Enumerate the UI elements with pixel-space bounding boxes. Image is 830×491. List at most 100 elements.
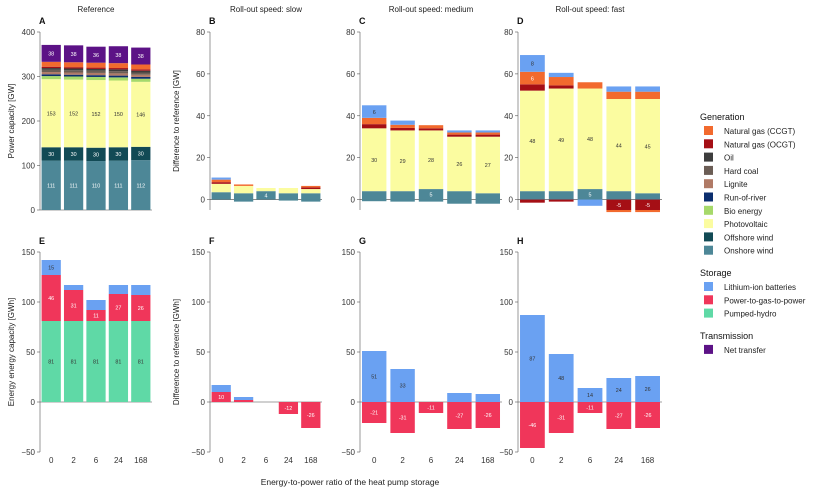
bar-G-3-power-to-gas-to-power [447, 402, 472, 429]
data-label-H-0: -46 [529, 423, 537, 429]
bar-D-4-natural-gas-ccgt- [635, 210, 660, 213]
bar-H-1-power-to-gas-to-power [548, 402, 574, 433]
x-tick-label-F: 6 [264, 456, 269, 465]
bar-C-1-onshore-wind [390, 199, 415, 202]
bar-A-0-run-of-river [41, 74, 61, 77]
y-axis-title-diff-row2: Difference to reference [GWh] [172, 299, 181, 405]
bar-E-1-pumped-hydro [63, 321, 84, 402]
y-tick-label-H: 150 [500, 248, 514, 257]
data-label-A-4: 146 [136, 113, 145, 119]
data-label-A-3: 111 [114, 184, 122, 190]
bar-A-2-offshore-wind [86, 147, 106, 162]
bar-A-4-onshore-wind [131, 160, 151, 210]
bar-E-0-lithium-ion-batteries [41, 260, 61, 275]
data-label-E-4: 26 [138, 306, 144, 312]
bar-A-1-hard-coal [63, 70, 84, 73]
y-tick-label-G: −50 [341, 448, 355, 457]
bar-E-1-power-to-gas-to-power [63, 290, 84, 321]
legend-label: Net transfer [724, 346, 766, 355]
column-title-4: Roll-out speed: fast [556, 5, 626, 14]
y-tick-label-G: 100 [342, 298, 356, 307]
bar-F-0-power-to-gas-to-power [211, 392, 231, 402]
bar-A-0-natural-gas-ocgt- [41, 66, 61, 69]
bar-D-2-photovoltaic [577, 88, 603, 190]
bar-E-3-lithium-ion-batteries [108, 285, 129, 294]
bar-D-1-photovoltaic [548, 88, 574, 192]
data-label-F-3: -12 [285, 406, 293, 412]
bar-A-3-net-transfer [108, 46, 129, 64]
y-tick-label-H: 50 [504, 348, 513, 357]
legend-swatch-oil [704, 152, 713, 162]
bar-A-4-net-transfer [131, 47, 151, 65]
bar-G-4-power-to-gas-to-power [475, 402, 501, 428]
panel-letter-C: C [359, 16, 366, 26]
bar-H-4-lithium-ion-batteries [635, 376, 660, 402]
bar-C-4-photovoltaic [475, 136, 501, 194]
bar-D-2-onshore-wind [577, 189, 603, 200]
bar-A-1-photovoltaic [63, 79, 84, 148]
bar-B-2-onshore-wind [256, 191, 276, 200]
bar-C-4-onshore-wind [475, 193, 501, 200]
bar-C-4-onshore-wind [475, 199, 501, 204]
column-title-2: Roll-out speed: slow [230, 5, 302, 14]
data-label-D-2: 48 [587, 137, 593, 143]
bar-E-2-lithium-ion-batteries [86, 300, 106, 310]
y-tick-label-F: 150 [192, 248, 206, 257]
x-axis-title: Energy-to-power ratio of the heat pump s… [261, 477, 440, 487]
data-label-E-0: 46 [48, 296, 54, 302]
y-tick-label-B: 0 [201, 196, 206, 205]
x-tick-label-E: 24 [114, 456, 123, 465]
legend-label: Natural gas (CCGT) [724, 127, 795, 136]
data-label-E-0: 15 [48, 266, 54, 272]
bar-D-3-photovoltaic [606, 99, 632, 192]
legend-label: Photovoltaic [724, 220, 768, 229]
y-tick-label-H: −50 [499, 448, 513, 457]
bar-D-0-onshore-wind [520, 191, 545, 200]
legend-label: Run-of-river [724, 194, 767, 203]
data-label-D-0: 8 [531, 62, 534, 68]
bar-A-3-hard-coal [108, 71, 129, 74]
data-label-E-0: 81 [48, 360, 54, 366]
data-label-G-0: 51 [371, 375, 377, 381]
y-tick-label-D: 0 [509, 196, 514, 205]
bar-A-4-lignite [131, 74, 151, 77]
x-tick-label-H: 2 [559, 456, 564, 465]
bar-F-1-power-to-gas-to-power [233, 400, 254, 402]
bar-C-1-photovoltaic [390, 130, 415, 192]
data-label-A-0: 111 [47, 184, 55, 190]
x-tick-label-H: 168 [641, 456, 655, 465]
data-label-D-1: 49 [558, 138, 564, 144]
legend-group-title: Storage [700, 268, 732, 278]
bar-A-3-natural-gas-ccgt- [108, 63, 129, 69]
data-label-H-1: -31 [557, 416, 565, 422]
bar-D-1-natural-gas-ocgt- [548, 85, 574, 89]
data-label-G-3: -27 [456, 414, 464, 420]
bar-B-1-natural-gas-ccgt- [233, 184, 254, 186]
bar-A-2-hard-coal [86, 70, 106, 73]
bar-A-2-onshore-wind [86, 161, 106, 210]
data-label-A-2: 152 [92, 112, 101, 118]
bar-C-1-lithium-ion-batteries [390, 120, 415, 125]
legend-label: Oil [724, 154, 734, 163]
x-tick-label-G: 24 [455, 456, 464, 465]
bar-A-3-bio-energy [108, 77, 129, 81]
bar-G-4-lithium-ion-batteries [475, 394, 501, 402]
data-label-D-2: 5 [589, 192, 592, 198]
data-label-E-3: 27 [115, 306, 121, 312]
data-label-D-4: -5 [645, 203, 650, 209]
bar-B-4-photovoltaic [301, 189, 321, 194]
bar-E-2-power-to-gas-to-power [86, 310, 106, 321]
y-tick-label-B: 80 [196, 28, 205, 37]
bar-B-2-photovoltaic [256, 188, 276, 192]
bar-D-3-lithium-ion-batteries [606, 86, 632, 92]
bar-A-4-photovoltaic [131, 81, 151, 147]
column-title-1: Reference [78, 5, 115, 14]
data-label-A-4: 30 [138, 152, 144, 158]
panel-letter-D: D [517, 16, 524, 26]
bar-C-2-natural-gas-ccgt- [418, 125, 444, 129]
x-tick-label-E: 6 [94, 456, 99, 465]
legend-swatch-hard-coal [704, 165, 713, 175]
data-label-D-0: 48 [529, 139, 535, 145]
legend-swatch-run-of-river [704, 192, 713, 202]
